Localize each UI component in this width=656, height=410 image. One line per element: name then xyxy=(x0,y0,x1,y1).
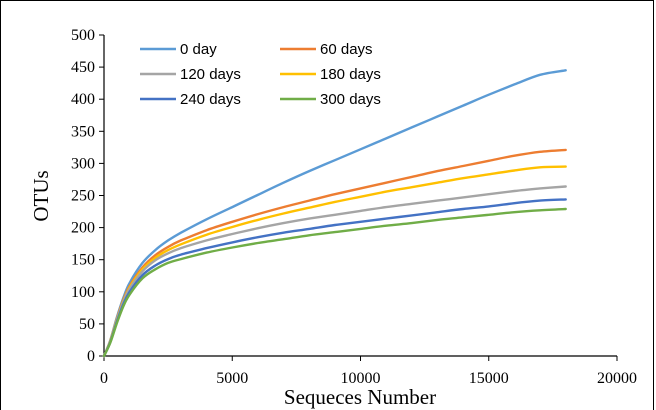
legend-label: 240 days xyxy=(180,91,241,108)
legend-label: 300 days xyxy=(320,91,381,108)
series-line-240-days xyxy=(102,198,567,358)
y-tick-labels: 0 50 100 150 200 250 300 350 400 450 500 xyxy=(71,27,104,365)
y-tick-label: 250 xyxy=(71,188,95,205)
x-tick-label: 0 xyxy=(100,370,108,387)
series-line-60-days xyxy=(102,148,567,358)
x-tick-labels: 0 5000 10000 15000 20000 xyxy=(100,356,637,387)
x-tick-label: 20000 xyxy=(597,370,637,387)
x-tick-label: 15000 xyxy=(469,370,509,387)
legend-label: 180 days xyxy=(320,66,381,83)
y-tick-label: 0 xyxy=(87,348,95,365)
y-tick-label: 300 xyxy=(71,155,95,172)
y-tick-label: 50 xyxy=(79,316,95,333)
y-tick-label: 100 xyxy=(71,284,95,301)
legend-label: 0 day xyxy=(180,41,217,58)
legend-label: 60 days xyxy=(320,41,373,58)
series-lines xyxy=(102,69,567,358)
series-line-300-days xyxy=(102,207,567,358)
y-tick-label: 450 xyxy=(71,59,95,76)
y-tick-label: 200 xyxy=(71,220,95,237)
series-line-120-days xyxy=(102,185,567,358)
y-tick-label: 400 xyxy=(71,91,95,108)
y-axis-title: OTUs xyxy=(29,170,53,221)
y-tick-label: 350 xyxy=(71,123,95,140)
x-axis-title: Sequeces Number xyxy=(284,385,436,409)
axes xyxy=(103,35,617,357)
legend-label: 120 days xyxy=(180,66,241,83)
legend: 0 day 60 days 120 days 180 days 240 days 300 … xyxy=(140,41,381,108)
x-tick-label: 10000 xyxy=(341,370,381,387)
y-tick-label: 500 xyxy=(71,27,95,44)
series-line-0-day xyxy=(102,69,567,358)
y-tick-label: 150 xyxy=(71,252,95,269)
x-tick-label: 5000 xyxy=(216,370,248,387)
